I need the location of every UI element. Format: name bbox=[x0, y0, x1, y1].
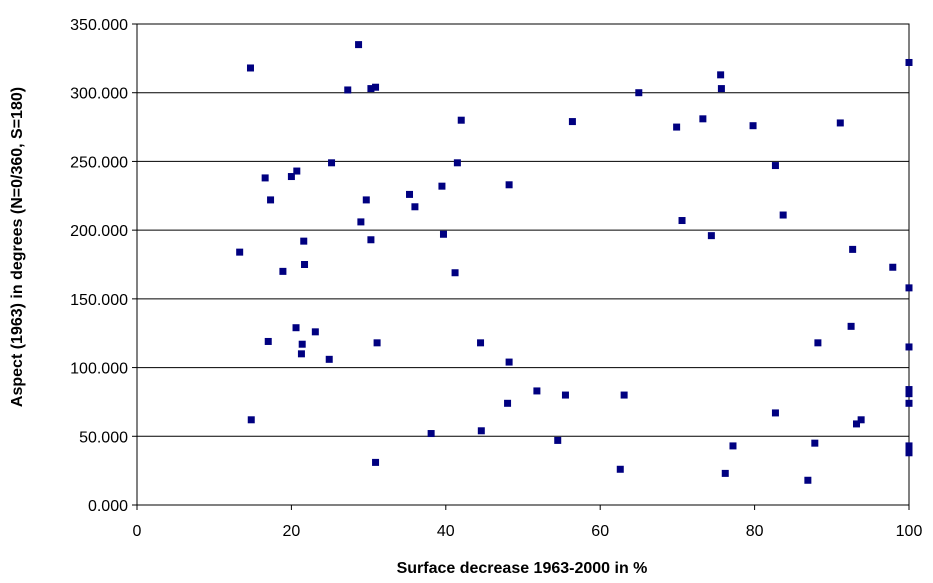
data-points bbox=[236, 41, 913, 484]
data-point bbox=[373, 339, 381, 347]
data-point bbox=[889, 263, 897, 271]
data-point bbox=[344, 86, 352, 94]
x-tick-label: 40 bbox=[437, 523, 455, 540]
x-tick-label: 100 bbox=[896, 523, 923, 540]
data-point bbox=[287, 173, 295, 181]
data-point bbox=[477, 339, 485, 347]
data-point bbox=[905, 445, 913, 453]
data-point bbox=[749, 122, 757, 130]
data-point bbox=[406, 190, 414, 198]
data-point bbox=[298, 340, 306, 348]
data-point bbox=[717, 85, 725, 93]
data-point bbox=[367, 236, 375, 244]
data-point bbox=[438, 182, 446, 190]
data-point bbox=[905, 58, 913, 66]
data-point bbox=[357, 218, 365, 226]
y-tick-label: 350.000 bbox=[70, 17, 128, 34]
data-point bbox=[771, 162, 779, 170]
data-point bbox=[236, 248, 244, 256]
data-point bbox=[616, 465, 624, 473]
data-point bbox=[811, 439, 819, 447]
data-point bbox=[325, 355, 333, 363]
data-point bbox=[301, 261, 309, 268]
data-point bbox=[905, 390, 913, 398]
data-point bbox=[372, 458, 380, 466]
data-point bbox=[355, 41, 363, 49]
data-point bbox=[678, 217, 686, 225]
data-point bbox=[279, 267, 287, 275]
data-point bbox=[699, 115, 707, 123]
data-point bbox=[505, 181, 513, 189]
data-point bbox=[804, 476, 812, 484]
plot-area-border bbox=[136, 23, 910, 506]
y-tick-labels: 0.000 50.000 100.000 150.000 200.000 250.000 3… bbox=[70, 17, 128, 515]
y-tick-label: 200.000 bbox=[70, 223, 128, 240]
x-tick-label: 0 bbox=[133, 523, 142, 540]
data-point bbox=[905, 399, 913, 407]
data-point bbox=[554, 436, 562, 444]
data-point bbox=[372, 83, 380, 91]
data-point bbox=[457, 116, 465, 124]
data-point bbox=[707, 232, 715, 240]
data-point bbox=[477, 427, 485, 435]
data-point bbox=[362, 196, 370, 204]
data-point bbox=[311, 328, 319, 336]
data-point bbox=[721, 469, 729, 477]
data-point bbox=[300, 237, 308, 245]
data-point bbox=[673, 123, 681, 131]
data-point bbox=[293, 167, 301, 175]
data-point bbox=[857, 416, 865, 424]
y-tick-label: 150.000 bbox=[70, 292, 128, 309]
data-point bbox=[847, 322, 855, 330]
data-point bbox=[328, 159, 336, 167]
data-point bbox=[620, 391, 628, 399]
y-tick-label: 50.000 bbox=[79, 429, 128, 446]
data-point bbox=[505, 358, 513, 366]
data-point bbox=[427, 430, 435, 438]
data-point bbox=[261, 174, 269, 182]
x-tick-label: 20 bbox=[283, 523, 301, 540]
y-tick-label: 100.000 bbox=[70, 361, 128, 378]
y-tick-label: 250.000 bbox=[70, 154, 128, 171]
data-point bbox=[771, 409, 779, 417]
data-point bbox=[729, 442, 737, 450]
data-point bbox=[717, 71, 725, 79]
data-point bbox=[568, 118, 576, 126]
gridlines bbox=[137, 23, 909, 437]
data-point bbox=[836, 119, 844, 127]
y-axis-title: Aspect (1963) in degrees (N=0/360, S=180… bbox=[9, 87, 26, 407]
data-point bbox=[635, 89, 643, 97]
data-point bbox=[411, 203, 419, 211]
x-tick-labels: 0 20 40 60 80 100 bbox=[133, 523, 923, 540]
data-point bbox=[267, 196, 275, 204]
data-point bbox=[561, 391, 569, 399]
data-point bbox=[814, 339, 822, 347]
data-point bbox=[439, 230, 447, 238]
x-tick-label: 80 bbox=[746, 523, 764, 540]
data-point bbox=[264, 337, 272, 345]
data-point bbox=[451, 269, 459, 277]
data-point bbox=[779, 211, 787, 219]
data-point bbox=[905, 386, 913, 394]
y-tick-label: 300.000 bbox=[70, 86, 128, 103]
axes bbox=[132, 23, 910, 510]
y-tick-label: 0.000 bbox=[88, 498, 128, 515]
data-point bbox=[247, 416, 255, 424]
data-point bbox=[453, 159, 461, 167]
data-point bbox=[849, 245, 857, 253]
data-point bbox=[853, 420, 861, 428]
data-point bbox=[367, 85, 375, 93]
data-point bbox=[292, 324, 300, 332]
data-point bbox=[533, 387, 541, 395]
data-point bbox=[905, 449, 913, 457]
data-point bbox=[246, 64, 254, 72]
x-axis-title: Surface decrease 1963-2000 in % bbox=[397, 560, 648, 577]
x-tick-label: 60 bbox=[591, 523, 609, 540]
data-point bbox=[297, 350, 305, 358]
data-point bbox=[504, 399, 512, 407]
data-point bbox=[905, 284, 913, 292]
data-point bbox=[905, 343, 913, 351]
